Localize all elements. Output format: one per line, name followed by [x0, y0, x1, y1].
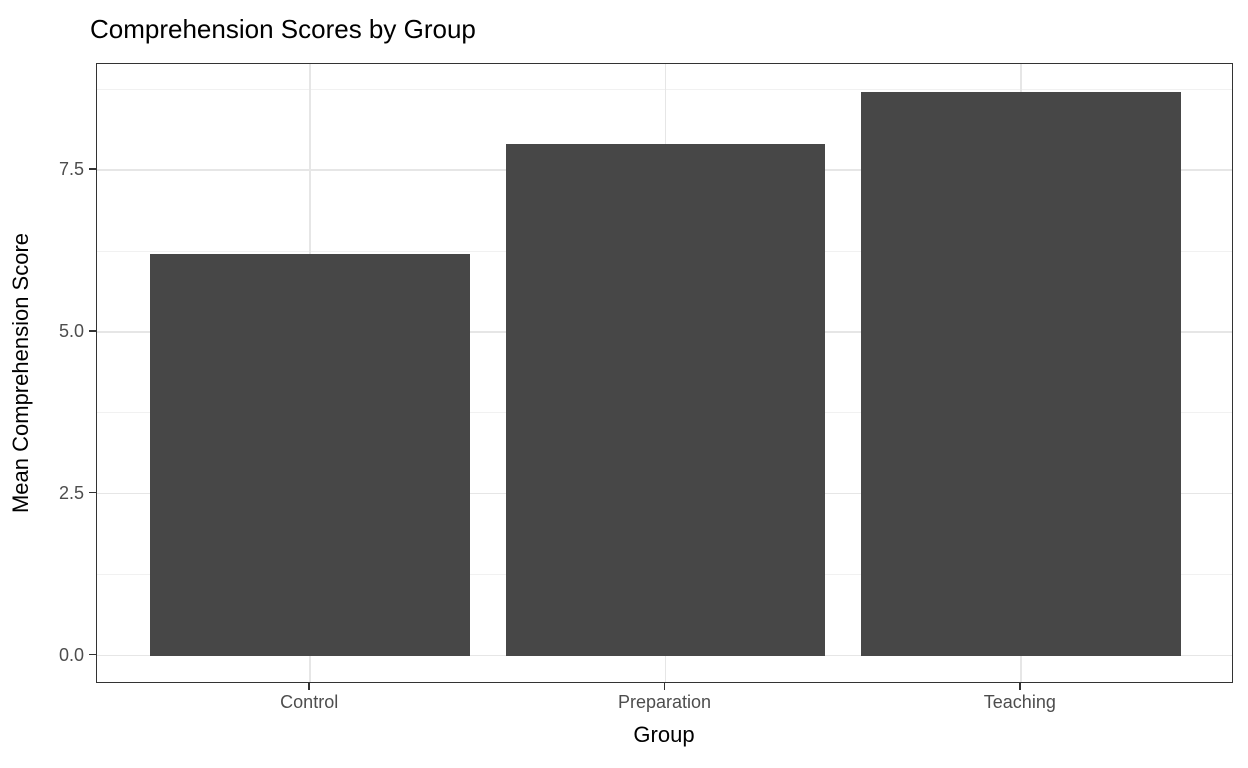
x-axis-tick-label: Preparation	[617, 692, 712, 712]
x-axis-tick-label: Teaching	[983, 692, 1056, 712]
x-axis-tick-label: Control	[280, 692, 339, 712]
y-tick-mark	[89, 491, 96, 494]
plot-area	[97, 64, 1232, 682]
plot-panel	[96, 63, 1233, 683]
bar-preparation	[505, 144, 826, 656]
x-tick-mark	[308, 683, 310, 690]
y-tick-mark	[89, 168, 96, 170]
y-axis-tick-label: 2.5	[58, 482, 84, 503]
bar-teaching	[860, 92, 1181, 656]
y-axis-tick-label: 7.5	[58, 159, 84, 180]
chart-title: Comprehension Scores by Group	[90, 14, 476, 44]
y-tick-mark	[89, 330, 96, 332]
y-tick-mark	[89, 653, 96, 656]
gridline-minor	[97, 88, 1232, 90]
x-axis-title: Group	[633, 722, 695, 747]
y-axis-title: Mean Comprehension Score	[8, 232, 33, 514]
bar-control	[150, 254, 471, 656]
x-tick-mark	[663, 683, 666, 690]
x-tick-mark	[1019, 683, 1021, 690]
y-axis-tick-label: 5.0	[58, 320, 84, 341]
y-axis-tick-label: 0.0	[58, 644, 84, 665]
